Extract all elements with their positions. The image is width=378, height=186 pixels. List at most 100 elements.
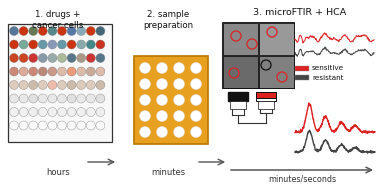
Circle shape: [57, 94, 67, 103]
Circle shape: [191, 62, 201, 73]
Circle shape: [96, 121, 105, 130]
Text: minutes/seconds: minutes/seconds: [268, 175, 336, 184]
Bar: [259, 55, 293, 87]
Circle shape: [19, 108, 28, 116]
Bar: [223, 55, 258, 87]
Circle shape: [38, 54, 47, 62]
Circle shape: [57, 54, 67, 62]
Circle shape: [86, 40, 95, 49]
Circle shape: [174, 110, 184, 121]
Circle shape: [38, 121, 47, 130]
Circle shape: [19, 81, 28, 89]
Circle shape: [86, 81, 95, 89]
Bar: [256, 92, 276, 101]
Circle shape: [96, 108, 105, 116]
Circle shape: [19, 94, 28, 103]
Circle shape: [67, 67, 76, 76]
Text: hours: hours: [46, 168, 70, 177]
Circle shape: [96, 81, 105, 89]
Circle shape: [96, 67, 105, 76]
Circle shape: [29, 67, 38, 76]
Bar: [256, 92, 276, 98]
Circle shape: [67, 121, 76, 130]
Circle shape: [19, 121, 28, 130]
Circle shape: [174, 126, 184, 137]
Circle shape: [191, 110, 201, 121]
Circle shape: [174, 78, 184, 89]
Circle shape: [48, 26, 57, 36]
Circle shape: [86, 94, 95, 103]
Circle shape: [156, 78, 167, 89]
Bar: [223, 23, 258, 55]
Circle shape: [29, 94, 38, 103]
Circle shape: [29, 108, 38, 116]
Circle shape: [29, 54, 38, 62]
Circle shape: [67, 108, 76, 116]
Circle shape: [67, 94, 76, 103]
Circle shape: [67, 40, 76, 49]
Circle shape: [48, 67, 57, 76]
Circle shape: [174, 62, 184, 73]
Circle shape: [156, 126, 167, 137]
Text: resistant: resistant: [312, 75, 344, 81]
Circle shape: [19, 26, 28, 36]
Circle shape: [156, 62, 167, 73]
Circle shape: [38, 67, 47, 76]
Circle shape: [38, 81, 47, 89]
Bar: [295, 66, 309, 71]
Circle shape: [9, 40, 19, 49]
Circle shape: [57, 121, 67, 130]
Circle shape: [86, 121, 95, 130]
Circle shape: [48, 121, 57, 130]
Circle shape: [38, 108, 47, 116]
Circle shape: [48, 94, 57, 103]
Circle shape: [86, 26, 95, 36]
Circle shape: [9, 94, 19, 103]
Circle shape: [77, 40, 86, 49]
Circle shape: [48, 54, 57, 62]
Circle shape: [77, 54, 86, 62]
Circle shape: [139, 78, 150, 89]
Circle shape: [19, 67, 28, 76]
Circle shape: [77, 121, 86, 130]
Circle shape: [67, 26, 76, 36]
Bar: [228, 92, 248, 101]
Circle shape: [48, 108, 57, 116]
Circle shape: [19, 54, 28, 62]
Text: 1. drugs +
cancer cells: 1. drugs + cancer cells: [33, 10, 84, 30]
Circle shape: [19, 40, 28, 49]
Bar: [134, 56, 208, 144]
Text: minutes: minutes: [151, 168, 185, 177]
Circle shape: [48, 81, 57, 89]
Circle shape: [9, 54, 19, 62]
Circle shape: [57, 40, 67, 49]
Circle shape: [67, 81, 76, 89]
Circle shape: [9, 81, 19, 89]
Circle shape: [96, 26, 105, 36]
Circle shape: [156, 110, 167, 121]
Circle shape: [38, 40, 47, 49]
Bar: [295, 75, 309, 80]
Circle shape: [29, 121, 38, 130]
Circle shape: [38, 26, 47, 36]
Circle shape: [29, 40, 38, 49]
Circle shape: [86, 67, 95, 76]
Circle shape: [139, 126, 150, 137]
Text: 2. sample
preparation: 2. sample preparation: [143, 10, 193, 30]
Bar: [258, 101, 274, 109]
Circle shape: [29, 26, 38, 36]
Circle shape: [9, 121, 19, 130]
Circle shape: [57, 81, 67, 89]
Circle shape: [57, 67, 67, 76]
Circle shape: [77, 94, 86, 103]
Circle shape: [96, 40, 105, 49]
Circle shape: [191, 78, 201, 89]
Circle shape: [38, 94, 47, 103]
Circle shape: [139, 94, 150, 105]
Circle shape: [77, 26, 86, 36]
Circle shape: [191, 94, 201, 105]
Bar: [8, 24, 112, 142]
Bar: [259, 23, 293, 55]
Circle shape: [96, 94, 105, 103]
Circle shape: [139, 62, 150, 73]
